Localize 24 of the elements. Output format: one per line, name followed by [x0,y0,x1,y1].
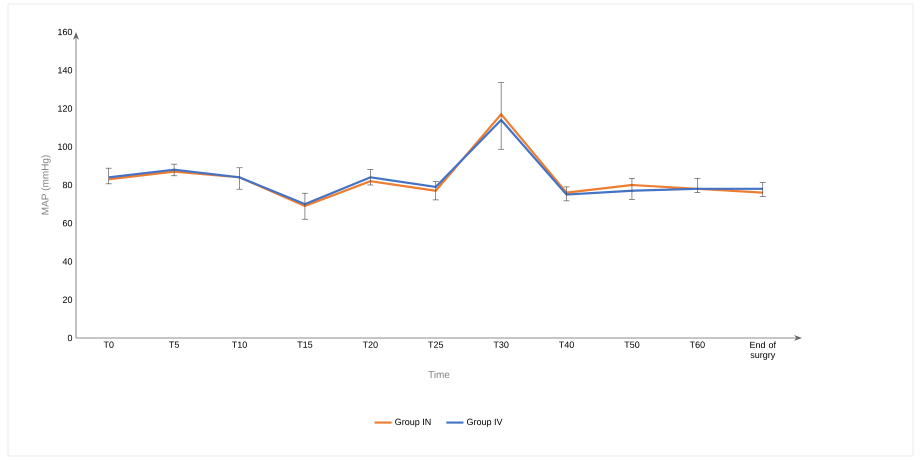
x-tick-label: End of surgry [750,342,776,360]
x-tick-label: T5 [169,342,179,348]
x-axis-title: Time [428,370,450,378]
y-tick-label: 20 [62,296,72,303]
legend-label: Group IV [466,418,502,427]
x-tick-label: T0 [104,342,114,348]
x-tick-label: T60 [690,342,705,348]
legend-label: Group IN [395,418,431,427]
x-tick-label: T20 [362,342,378,348]
y-tick-label: 0 [68,334,72,342]
y-tick-label: 40 [62,258,72,265]
x-tick-label: T30 [494,342,509,348]
x-tick-label: T25 [428,342,444,348]
y-axis-title: MAP (mmHg) [41,155,51,214]
x-tick-label: T50 [624,342,640,348]
y-tick-label: 140 [58,67,72,74]
x-tick-label: T15 [297,342,312,348]
y-tick-label: 80 [62,182,72,188]
y-tick-label: 100 [58,144,72,150]
x-tick-label: T10 [232,342,247,348]
y-tick-label: 160 [58,28,72,36]
y-tick-label: 120 [58,105,72,112]
y-tick-label: 60 [62,220,72,226]
x-tick-label: T40 [558,342,574,348]
